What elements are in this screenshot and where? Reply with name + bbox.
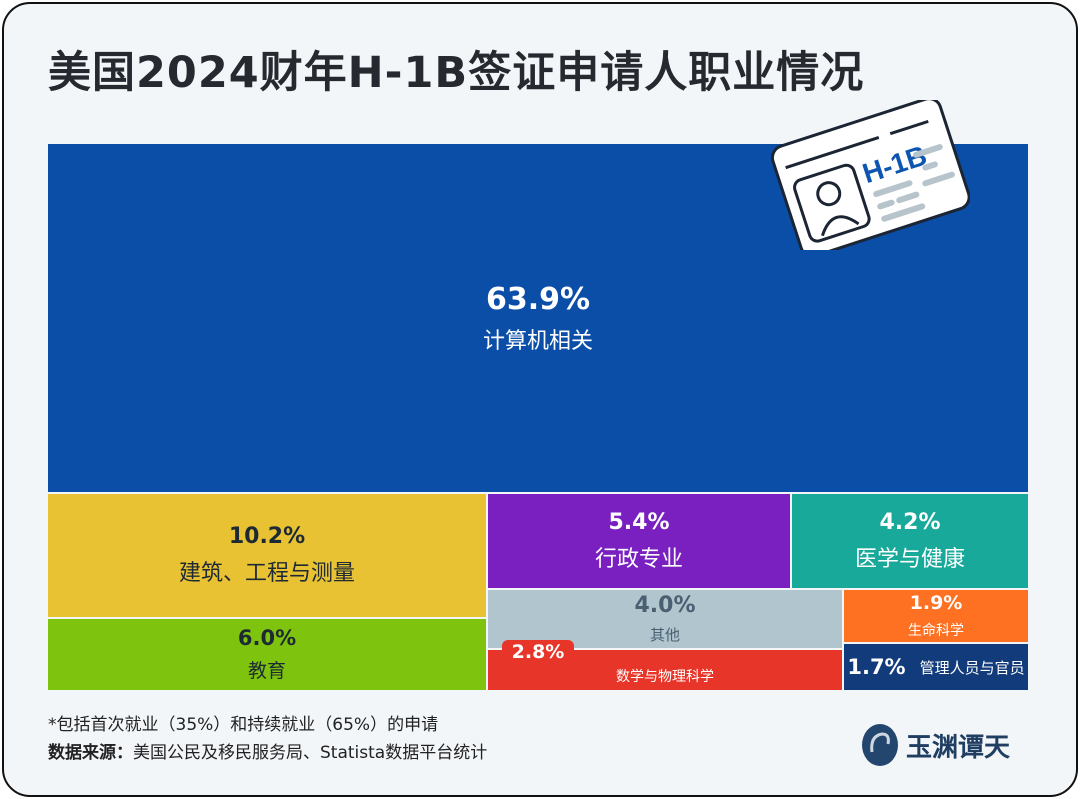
chart-title: 美国2024财年H-1B签证申请人职业情况 bbox=[48, 48, 865, 98]
treemap-cell: 4.0% 其他 bbox=[488, 590, 842, 648]
source-label: 数据来源： bbox=[48, 743, 133, 763]
treemap-cell: 5.4% 行政专业 bbox=[488, 494, 790, 588]
cell-label: 计算机相关 bbox=[482, 328, 593, 354]
cell-value: 6.0% bbox=[237, 626, 297, 650]
treemap-cell: 1.9% 生命科学 bbox=[844, 590, 1028, 642]
logo-text: 玉渊谭天 bbox=[906, 732, 1011, 763]
cell-value: 63.9% bbox=[485, 281, 591, 317]
cell-label: 教育 bbox=[247, 660, 286, 682]
cell-value: 1.7% bbox=[847, 655, 906, 679]
treemap-cell: 6.0% 教育 bbox=[48, 619, 486, 690]
logo: 玉渊谭天 bbox=[860, 722, 1010, 768]
cell-label: 建筑、工程与测量 bbox=[178, 561, 355, 586]
cell-value: 1.9% bbox=[909, 592, 963, 614]
id-card-icon: H-1B bbox=[770, 100, 970, 250]
cell-value: 4.0% bbox=[634, 593, 696, 618]
logo-emblem-icon bbox=[862, 724, 898, 766]
math-value-tab: 2.8% bbox=[502, 640, 574, 664]
source-text: 美国公民及移民服务局、Statista数据平台统计 bbox=[133, 743, 488, 763]
treemap-cell: 10.2% 建筑、工程与测量 bbox=[48, 494, 486, 617]
cell-label: 行政专业 bbox=[594, 546, 683, 572]
treemap-cell: 数学与物理科学 bbox=[488, 650, 842, 690]
cell-label: 其他 bbox=[649, 626, 680, 644]
footnote: *包括首次就业（35%）和持续就业（65%）的申请 bbox=[48, 715, 439, 735]
cell-label: 数学与物理科学 bbox=[616, 669, 714, 685]
treemap-cell: 1.7% 管理人员与官员 bbox=[844, 644, 1028, 690]
treemap-cell: 4.2% 医学与健康 bbox=[792, 494, 1028, 588]
cell-value: 10.2% bbox=[228, 524, 306, 549]
cell-value: 4.2% bbox=[879, 509, 941, 535]
cell-label: 医学与健康 bbox=[854, 546, 965, 572]
source-line: 数据来源：美国公民及移民服务局、Statista数据平台统计 bbox=[48, 738, 487, 763]
cell-label: 生命科学 bbox=[908, 623, 964, 639]
cell-label: 管理人员与官员 bbox=[919, 658, 1025, 677]
cell-value: 5.4% bbox=[608, 509, 670, 535]
